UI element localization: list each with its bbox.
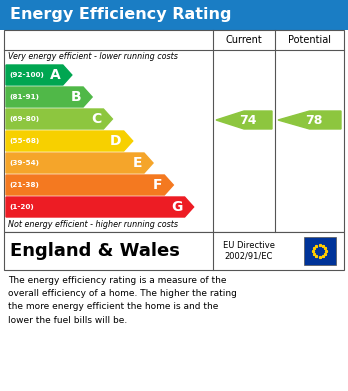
Polygon shape [6, 109, 112, 129]
Text: (55-68): (55-68) [9, 138, 39, 144]
Text: EU Directive
2002/91/EC: EU Directive 2002/91/EC [223, 241, 275, 261]
Polygon shape [216, 111, 272, 129]
Text: 78: 78 [305, 113, 322, 127]
Bar [0, 0, 348, 30]
Text: Not energy efficient - higher running costs: Not energy efficient - higher running co… [8, 220, 178, 229]
Polygon shape [278, 111, 341, 129]
Text: (69-80): (69-80) [9, 116, 39, 122]
Text: E: E [133, 156, 142, 170]
Text: 74: 74 [239, 113, 257, 127]
Text: (92-100): (92-100) [9, 72, 44, 78]
Text: (39-54): (39-54) [9, 160, 39, 166]
Polygon shape [6, 175, 173, 195]
Text: (81-91): (81-91) [9, 94, 39, 100]
Bar [4, 30, 344, 232]
Bar [303, 237, 335, 265]
Polygon shape [6, 65, 72, 85]
Text: England & Wales: England & Wales [10, 242, 180, 260]
Polygon shape [6, 87, 92, 107]
Text: Very energy efficient - lower running costs: Very energy efficient - lower running co… [8, 52, 178, 61]
Text: (1-20): (1-20) [9, 204, 34, 210]
Text: G: G [171, 200, 183, 214]
Bar [4, 232, 344, 270]
Text: Energy Efficiency Rating: Energy Efficiency Rating [10, 7, 231, 23]
Text: C: C [91, 112, 101, 126]
Text: D: D [110, 134, 122, 148]
Polygon shape [6, 131, 133, 151]
Text: Current: Current [226, 35, 262, 45]
Text: F: F [153, 178, 162, 192]
Polygon shape [6, 153, 153, 173]
Text: B: B [71, 90, 81, 104]
Text: The energy efficiency rating is a measure of the
overall efficiency of a home. T: The energy efficiency rating is a measur… [8, 276, 237, 325]
Polygon shape [6, 197, 193, 217]
Text: A: A [50, 68, 61, 82]
Text: (21-38): (21-38) [9, 182, 39, 188]
Text: Potential: Potential [288, 35, 331, 45]
